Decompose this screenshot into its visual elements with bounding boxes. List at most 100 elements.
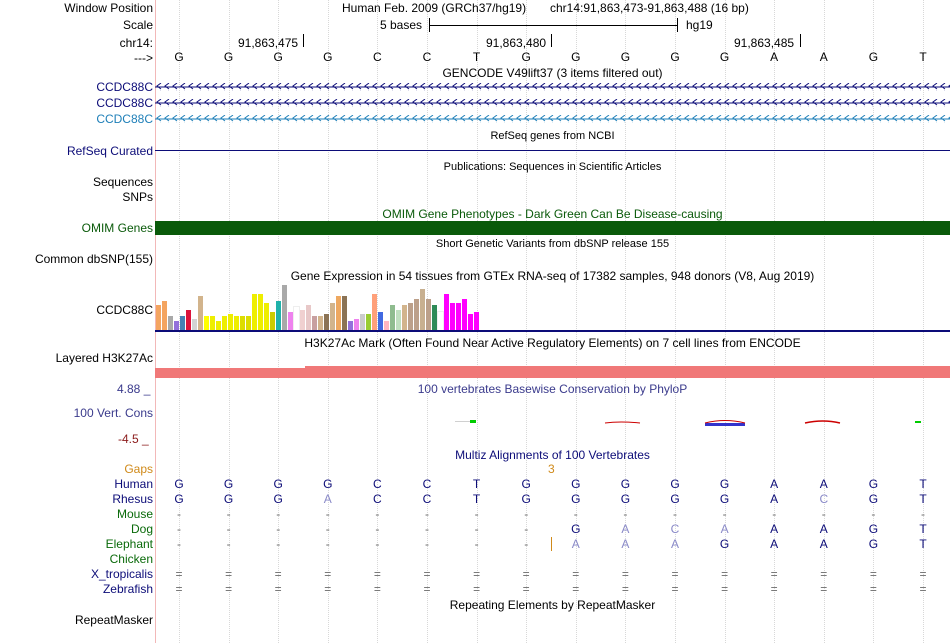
h3k27ac-signal[interactable] <box>155 368 305 378</box>
dbsnp-label[interactable]: Common dbSNP(155) <box>34 252 153 266</box>
gtex-label[interactable]: CCDC88C <box>96 303 153 317</box>
gtex-bar-chart[interactable] <box>155 283 535 331</box>
gtex-tissue-bar[interactable] <box>276 301 281 330</box>
gencode-label[interactable]: CCDC88C <box>96 112 153 126</box>
refseq-label[interactable]: RefSeq Curated <box>66 144 153 158</box>
gtex-tissue-bar[interactable] <box>348 321 353 330</box>
gaps-label[interactable]: Gaps <box>124 462 153 476</box>
h3k27ac-title[interactable]: H3K27Ac Mark (Often Found Near Active Re… <box>304 336 801 350</box>
species-label[interactable]: Chicken <box>109 552 153 566</box>
gtex-tissue-bar[interactable] <box>174 321 179 330</box>
phylop-label[interactable]: 100 Vert. Cons <box>73 406 153 420</box>
ref-base[interactable]: G <box>868 50 879 64</box>
gtex-tissue-bar[interactable] <box>258 294 263 330</box>
gtex-tissue-bar[interactable] <box>462 299 467 330</box>
gtex-tissue-bar[interactable] <box>228 314 233 330</box>
gtex-tissue-bar[interactable] <box>252 294 257 330</box>
gtex-tissue-bar[interactable] <box>204 316 209 330</box>
species-label[interactable]: X_tropicalis <box>90 567 153 581</box>
ref-base[interactable]: G <box>571 50 581 64</box>
gencode-label[interactable]: CCDC88C <box>96 80 153 94</box>
phylop-title[interactable]: 100 vertebrates Basewise Conservation by… <box>417 382 688 396</box>
omim-feature[interactable] <box>155 221 950 235</box>
gtex-tissue-bar[interactable] <box>216 321 221 330</box>
gtex-tissue-bar[interactable] <box>432 305 437 330</box>
dbsnp-title[interactable]: Short Genetic Variants from dbSNP releas… <box>435 238 670 250</box>
species-label[interactable]: Rhesus <box>112 492 153 506</box>
ref-base[interactable]: T <box>919 50 927 64</box>
gtex-tissue-bar[interactable] <box>330 303 335 330</box>
publications-label[interactable]: Sequences <box>92 175 153 189</box>
gtex-tissue-bar[interactable] <box>240 316 245 330</box>
ref-base[interactable]: A <box>819 50 828 64</box>
gtex-tissue-bar[interactable] <box>360 314 365 330</box>
ref-base[interactable]: G <box>323 50 333 64</box>
gtex-tissue-bar[interactable] <box>192 319 197 330</box>
gtex-tissue-bar[interactable] <box>474 312 479 330</box>
gtex-tissue-bar[interactable] <box>426 299 431 330</box>
gtex-tissue-bar[interactable] <box>437 311 444 331</box>
repeatmasker-label[interactable]: RepeatMasker <box>74 613 153 627</box>
assembly-name[interactable]: Human Feb. 2009 (GRCh37/hg19) <box>342 1 527 15</box>
gtex-tissue-bar[interactable] <box>234 316 239 330</box>
gtex-tissue-bar[interactable] <box>336 296 341 330</box>
gtex-tissue-bar[interactable] <box>264 303 269 330</box>
refseq-title[interactable]: RefSeq genes from NCBI <box>490 130 615 142</box>
gtex-tissue-bar[interactable] <box>162 301 167 330</box>
gtex-tissue-bar[interactable] <box>198 296 203 330</box>
gtex-tissue-bar[interactable] <box>288 312 293 330</box>
ref-base[interactable]: G <box>719 50 730 64</box>
ref-base[interactable]: G <box>223 50 234 64</box>
gencode-label[interactable]: CCDC88C <box>96 96 153 110</box>
gencode-title[interactable]: GENCODE V49lift37 (3 items filtered out) <box>442 66 663 80</box>
gtex-tissue-bar[interactable] <box>396 310 401 330</box>
gtex-tissue-bar[interactable] <box>270 312 275 330</box>
position-readout[interactable]: chr14:91,863,473-91,863,488 (16 bp) <box>550 1 749 15</box>
h3k27ac-signal[interactable] <box>305 366 950 378</box>
gtex-tissue-bar[interactable] <box>468 314 473 330</box>
ref-base[interactable]: C <box>373 50 382 64</box>
gtex-tissue-bar[interactable] <box>384 321 389 330</box>
multiz-title[interactable]: Multiz Alignments of 100 Vertebrates <box>455 448 650 462</box>
gtex-tissue-bar[interactable] <box>450 303 455 330</box>
gtex-tissue-bar[interactable] <box>354 319 359 330</box>
omim-label[interactable]: OMIM Genes <box>81 221 153 235</box>
species-label[interactable]: Human <box>114 477 153 491</box>
gtex-tissue-bar[interactable] <box>300 310 305 330</box>
ref-base[interactable]: G <box>174 50 184 64</box>
ref-base[interactable]: G <box>273 50 283 64</box>
ref-base[interactable]: C <box>422 50 432 64</box>
gtex-tissue-bar[interactable] <box>456 303 461 330</box>
gtex-tissue-bar[interactable] <box>186 310 191 330</box>
gencode-features[interactable] <box>155 82 950 126</box>
gtex-tissue-bar[interactable] <box>180 316 185 330</box>
gtex-tissue-bar[interactable] <box>408 303 413 330</box>
gtex-tissue-bar[interactable] <box>282 285 287 330</box>
gtex-tissue-bar[interactable] <box>402 305 407 330</box>
omim-title[interactable]: OMIM Gene Phenotypes - Dark Green Can Be… <box>382 207 723 221</box>
gtex-tissue-bar[interactable] <box>168 316 173 330</box>
gtex-tissue-bar[interactable] <box>342 296 347 330</box>
gtex-tissue-bar[interactable] <box>366 314 371 330</box>
gtex-tissue-bar[interactable] <box>378 312 383 330</box>
gtex-tissue-bar[interactable] <box>420 289 425 330</box>
gtex-tissue-bar[interactable] <box>372 294 377 330</box>
gtex-tissue-bar[interactable] <box>312 316 317 330</box>
species-label[interactable]: Mouse <box>116 507 153 521</box>
species-label[interactable]: Zebrafish <box>102 582 153 596</box>
gtex-tissue-bar[interactable] <box>246 316 251 330</box>
species-label[interactable]: Elephant <box>105 537 153 551</box>
gtex-tissue-bar[interactable] <box>156 305 161 330</box>
repeatmasker-title[interactable]: Repeating Elements by RepeatMasker <box>449 598 656 612</box>
phylop-signal[interactable] <box>155 414 950 434</box>
ref-base[interactable]: G <box>521 50 531 64</box>
refseq-feature[interactable] <box>155 150 950 151</box>
gtex-title[interactable]: Gene Expression in 54 tissues from GTEx … <box>290 269 815 283</box>
gtex-tissue-bar[interactable] <box>222 316 227 330</box>
publications-label[interactable]: SNPs <box>122 190 153 204</box>
gtex-tissue-bar[interactable] <box>306 305 311 330</box>
gtex-tissue-bar[interactable] <box>318 316 323 330</box>
gtex-tissue-bar[interactable] <box>293 306 300 331</box>
h3k27ac-label[interactable]: Layered H3K27Ac <box>55 351 153 365</box>
ref-base[interactable]: G <box>670 50 680 64</box>
